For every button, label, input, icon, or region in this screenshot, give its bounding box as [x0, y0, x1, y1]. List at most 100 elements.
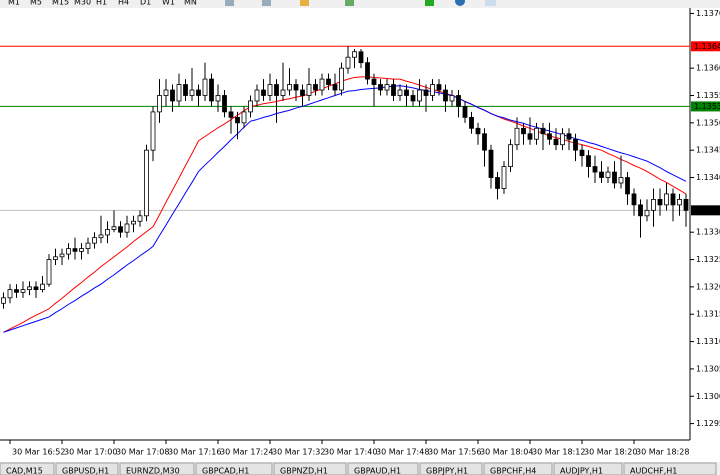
candle-body [469, 116, 474, 129]
candle-body [261, 89, 266, 96]
timeframe-button[interactable]: M15 [52, 0, 69, 7]
candle-body [241, 111, 247, 124]
tab-label[interactable]: GBPAUD,H1 [354, 467, 401, 475]
level-label-box [691, 41, 720, 52]
candle-body [495, 177, 500, 189]
tab[interactable] [195, 462, 273, 475]
timeframe-button[interactable]: M1 [8, 0, 20, 7]
candle-body [664, 193, 669, 206]
tab[interactable] [273, 462, 347, 475]
tab[interactable] [419, 462, 483, 475]
toolbar [0, 0, 720, 8]
tab-label[interactable]: EURNZD,M30 [126, 467, 180, 475]
candle-body [378, 84, 383, 91]
toolbar-icon[interactable] [262, 0, 271, 6]
candle-body [14, 289, 19, 293]
candle-body [573, 138, 578, 151]
tab-label[interactable]: GBPJPY,H1 [426, 467, 468, 475]
timeframe-button[interactable]: D1 [140, 0, 151, 7]
y-tick-label: 1.1370 [696, 9, 720, 18]
y-tick-label: 1.1330 [696, 228, 720, 237]
moving-average [3, 85, 687, 333]
tab-label[interactable]: GBPCAD,H1 [202, 467, 249, 475]
timeframe-button[interactable]: MN [184, 0, 197, 7]
candle-body [384, 84, 390, 91]
candle-body [131, 220, 136, 225]
tab-label[interactable]: AUDCHF,H1 [630, 467, 677, 475]
tab-label[interactable]: GBPNZD,H1 [280, 467, 328, 475]
candle-body [85, 242, 91, 250]
tab[interactable] [347, 462, 419, 475]
tab-label[interactable]: AUDJPY,H1 [560, 467, 603, 475]
level-label-box [691, 101, 720, 112]
tab-label[interactable]: CAD,M15 [6, 467, 43, 475]
candle-body [118, 226, 123, 233]
toolbar-icon[interactable] [455, 0, 465, 6]
y-tick-label: 1.1295 [696, 419, 720, 428]
candle-body [365, 62, 370, 80]
candle-body [605, 171, 611, 178]
candle-body [592, 166, 598, 173]
candle-body [300, 89, 305, 96]
candle-body [358, 51, 364, 64]
candle-body [72, 248, 78, 252]
candle-body [40, 283, 45, 291]
candle-body [449, 95, 455, 102]
candle-body [560, 133, 565, 146]
toolbar-icon[interactable] [425, 0, 434, 6]
candle-body [59, 253, 65, 258]
candle-body [540, 127, 546, 135]
candle-body [612, 171, 617, 184]
candle-body [20, 289, 26, 293]
tab[interactable] [55, 462, 119, 475]
candle-body [339, 67, 344, 91]
candle-body [683, 198, 689, 211]
y-tick-label: 1.1315 [696, 310, 720, 319]
y-tick-label: 1.1325 [696, 255, 720, 264]
candle-body [371, 78, 377, 85]
y-tick-label: 1.1320 [696, 282, 720, 291]
moving-average [3, 76, 687, 333]
candle-body [462, 106, 468, 118]
candle-body [644, 209, 650, 217]
candle-body [124, 223, 130, 233]
timeframe-button[interactable]: M30 [74, 0, 91, 7]
toolbar-icon[interactable] [485, 0, 496, 6]
candle-body [287, 84, 292, 91]
y-tick-label: 1.1345 [696, 146, 720, 155]
candle-body [137, 215, 143, 222]
candle-body [547, 133, 552, 140]
candle-body [313, 84, 318, 91]
y-tick-label: 1.1355 [696, 91, 720, 100]
candle-body [586, 155, 591, 167]
candle-body [66, 248, 71, 255]
candle-body [443, 89, 448, 102]
toolbar-icon[interactable] [225, 0, 234, 6]
y-tick-label: 1.1300 [696, 392, 720, 401]
tab[interactable] [0, 462, 55, 475]
candle-body [228, 111, 234, 118]
candle-body [46, 259, 52, 285]
candle-body [631, 193, 637, 206]
tab[interactable] [553, 462, 623, 475]
candle-body [202, 78, 208, 96]
timeframe-button[interactable]: W1 [162, 0, 175, 7]
tab[interactable] [623, 462, 717, 475]
candle-body [183, 84, 188, 96]
toolbar-icon[interactable] [300, 0, 309, 6]
timeframe-button[interactable]: H1 [96, 0, 107, 7]
candle-body [352, 51, 357, 58]
timeframe-button[interactable]: H4 [118, 0, 129, 7]
candle-body [410, 95, 416, 102]
toolbar-icon[interactable] [345, 0, 354, 6]
tab-label[interactable]: GBPUSD,H1 [62, 467, 109, 475]
candle-body [163, 89, 169, 96]
tab[interactable] [483, 462, 553, 475]
timeframe-button[interactable]: M5 [30, 0, 42, 7]
y-tick-label: 1.1360 [696, 64, 720, 73]
tab-label[interactable]: GBPCHF,H4 [490, 467, 536, 475]
candle-body [430, 84, 435, 96]
y-tick-label: 1.1340 [696, 173, 720, 182]
tab[interactable] [119, 462, 195, 475]
